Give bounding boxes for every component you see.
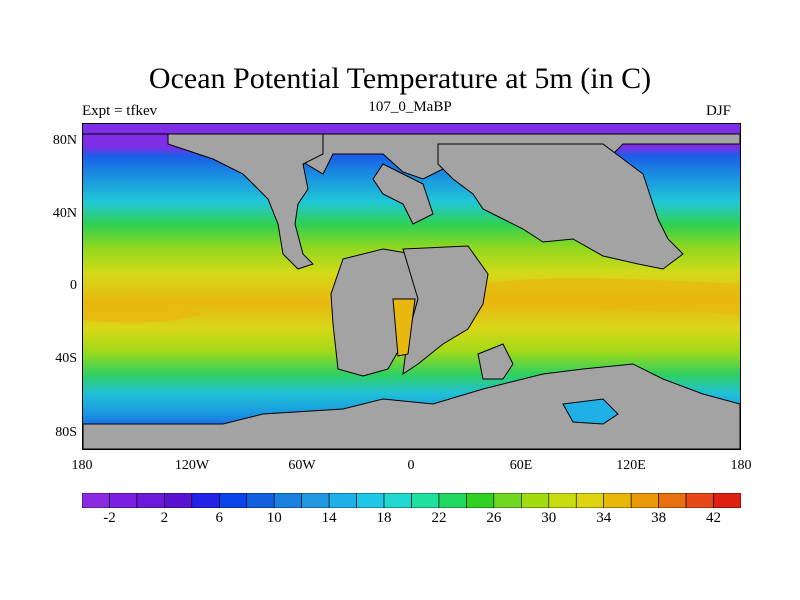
colorbar-box [164, 493, 193, 508]
colorbar-box [521, 493, 550, 508]
colorbar-box [658, 493, 687, 508]
india [477, 343, 514, 380]
lat-label-40n: 40N [52, 206, 77, 221]
lat-label-0: 0 [70, 278, 77, 293]
map-svg [82, 124, 741, 450]
colorbar-box [575, 493, 605, 508]
lon-label-60e: 60E [509, 458, 533, 473]
colorbar-box [411, 493, 440, 508]
temperature-map [82, 123, 741, 450]
colorbar-label: 26 [486, 510, 502, 526]
colorbar [82, 493, 741, 508]
warm-pool-tethys [483, 278, 740, 314]
inland-sea [562, 398, 619, 425]
lon-label-0: 0 [407, 458, 415, 473]
colorbar-label: 14 [321, 510, 337, 526]
colorbar-label: 34 [596, 510, 612, 526]
lon-label-180w: 180 [71, 458, 93, 473]
colorbar-box [301, 493, 330, 508]
colorbar-label: 6 [215, 510, 224, 526]
land-masses [82, 133, 741, 450]
season-label: DJF [706, 103, 732, 119]
north-america [167, 133, 324, 270]
warm-pool-pacific [83, 298, 203, 323]
lat-label-80n: 80N [52, 133, 77, 148]
colorbar-label: -2 [103, 510, 116, 526]
colorbar-label: 42 [706, 510, 722, 526]
colorbar-box [218, 493, 248, 508]
colorbar-label: 10 [266, 510, 282, 526]
colorbar-box [273, 493, 302, 508]
lon-label-120w: 120W [174, 458, 210, 473]
lon-label-180e: 180 [730, 458, 752, 473]
map-title: Ocean Potential Temperature at 5m (in C) [148, 62, 652, 95]
colorbar-box [356, 493, 385, 508]
colorbar-label: 2 [160, 510, 169, 526]
colorbar-box [383, 493, 412, 508]
colorbar-box [328, 493, 357, 508]
colorbar-box [438, 493, 467, 508]
colorbar-box [109, 493, 138, 508]
colorbar-box [685, 493, 714, 508]
experiment-label: Expt = tfkev [82, 103, 158, 119]
colorbar-label: 30 [541, 510, 557, 526]
lon-label-120e: 120E [616, 458, 646, 473]
colorbar-label: 22 [431, 510, 447, 526]
asia [437, 143, 684, 270]
lat-label-40s: 40S [55, 351, 77, 366]
colorbar-box [466, 493, 495, 508]
colorbar-box [713, 493, 741, 508]
colorbar-box [191, 493, 220, 508]
europe-block [372, 163, 434, 225]
lat-label-80s: 80S [55, 425, 77, 440]
time-label: 107_0_MaBP [368, 99, 452, 115]
colorbar-box [82, 493, 110, 508]
colorbar-label: 38 [651, 510, 667, 526]
colorbar-label: 18 [376, 510, 392, 526]
colorbar-box [493, 493, 522, 508]
seaway [392, 298, 416, 357]
colorbar-box [246, 493, 275, 508]
colorbar-box [136, 493, 165, 508]
colorbar-box [630, 493, 659, 508]
colorbar-box [548, 493, 577, 508]
lon-label-60w: 60W [288, 458, 316, 473]
colorbar-box [603, 493, 632, 508]
